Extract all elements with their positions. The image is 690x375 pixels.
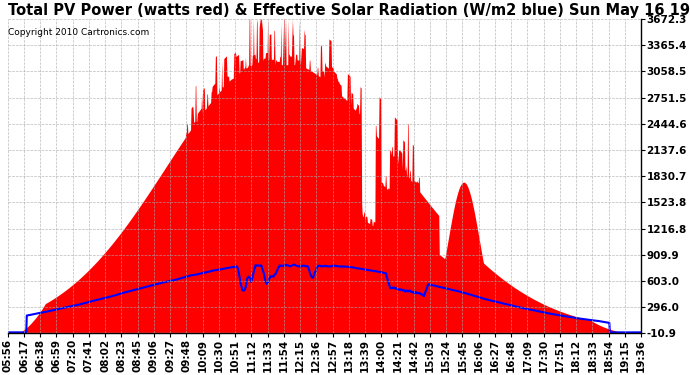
Text: Copyright 2010 Cartronics.com: Copyright 2010 Cartronics.com xyxy=(8,28,150,38)
Text: Total PV Power (watts red) & Effective Solar Radiation (W/m2 blue) Sun May 16 19: Total PV Power (watts red) & Effective S… xyxy=(8,3,690,18)
